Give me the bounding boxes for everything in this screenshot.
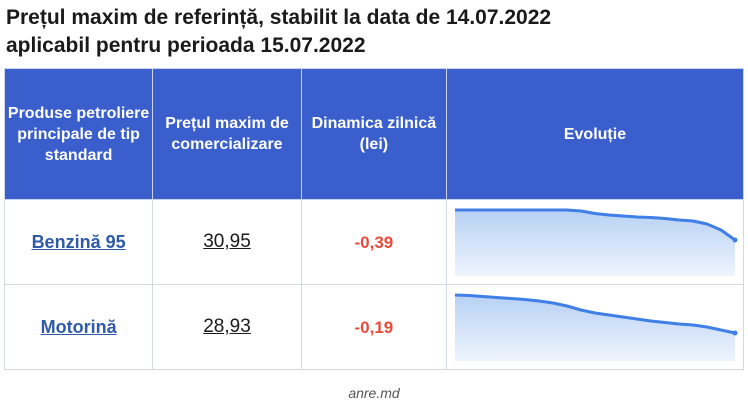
price-cell: 30,95 [152, 199, 302, 285]
sparkline-area [454, 210, 735, 276]
page-title: Prețul maxim de referință, stabilit la d… [6, 4, 746, 60]
sparkline-line [454, 293, 736, 335]
product-link-benzina-95[interactable]: Benzină 95 [31, 231, 126, 252]
daily-change-value: -0,39 [354, 232, 394, 252]
table-row: Benzină 95 30,95 -0,39 [3, 199, 745, 285]
evolution-cell [445, 284, 745, 370]
delta-cell: -0,39 [300, 199, 447, 285]
sparkline-chart-benzina-95 [454, 208, 738, 276]
price-cell: 28,93 [152, 284, 302, 370]
sparkline-line [454, 208, 736, 242]
delta-cell: -0,19 [300, 284, 447, 370]
product-cell: Benzină 95 [3, 199, 154, 285]
header-products: Produse petroliere principale de tip sta… [3, 68, 154, 200]
sparkline-chart-motorina [454, 293, 738, 361]
price-value[interactable]: 30,95 [203, 231, 251, 252]
header-daily-change: Dinamica zilnică (lei) [300, 68, 447, 200]
sparkline-end-point [732, 237, 738, 243]
source-caption: anre.md [348, 385, 400, 401]
price-value[interactable]: 28,93 [203, 316, 251, 337]
header-evolution: Evoluție [445, 68, 745, 200]
product-cell: Motorină [3, 284, 154, 370]
sparkline-end-point [732, 330, 738, 336]
table-header-row: Produse petroliere principale de tip sta… [3, 68, 745, 200]
title-line-2: aplicabil pentru perioada 15.07.2022 [6, 34, 366, 57]
title-line-1: Prețul maxim de referință, stabilit la d… [6, 6, 552, 29]
product-link-motorina[interactable]: Motorină [40, 316, 117, 337]
daily-change-value: -0,19 [354, 317, 394, 337]
header-max-price: Prețul maxim de comercializare [152, 68, 302, 200]
sparkline-area [454, 295, 735, 361]
fuel-price-table: Produse petroliere principale de tip sta… [3, 68, 745, 370]
table-row: Motorină 28,93 -0,19 [3, 284, 745, 370]
evolution-cell [445, 199, 745, 285]
